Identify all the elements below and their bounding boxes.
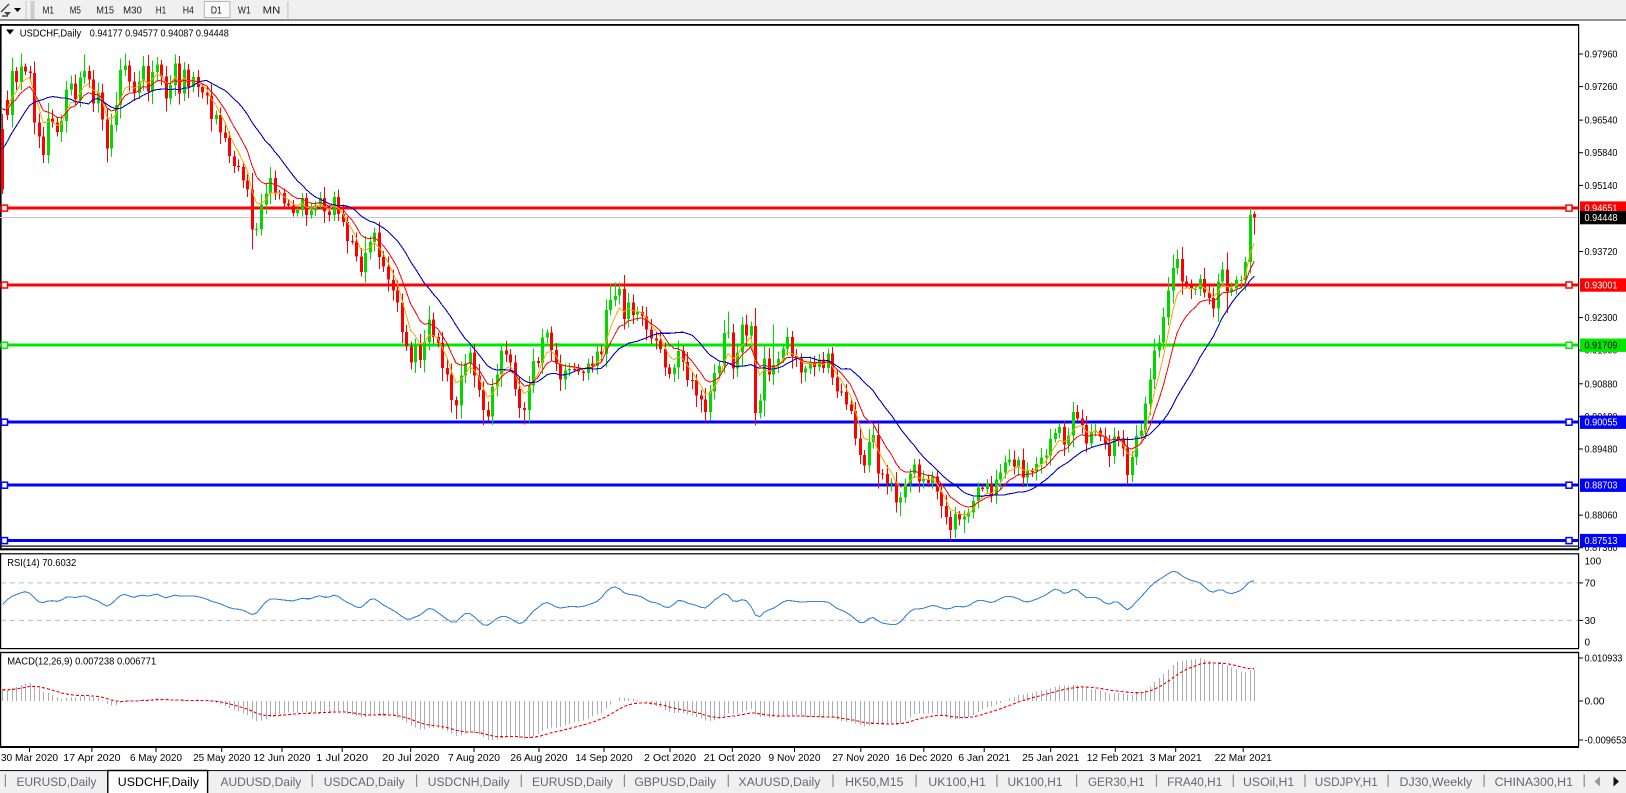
svg-text:UK100,H1: UK100,H1: [1008, 775, 1063, 789]
svg-text:HK50,M15: HK50,M15: [845, 775, 903, 789]
svg-text:USDCHF,Daily: USDCHF,Daily: [118, 775, 200, 789]
svg-text:0.90880: 0.90880: [1585, 379, 1618, 390]
svg-text:0.94651: 0.94651: [1585, 204, 1618, 215]
svg-text:0: 0: [1585, 637, 1591, 648]
svg-text:M30: M30: [123, 5, 142, 17]
svg-text:0.97960: 0.97960: [1585, 50, 1618, 61]
svg-text:-0.009653: -0.009653: [1585, 736, 1626, 747]
svg-text:12 Jun 2020: 12 Jun 2020: [253, 752, 310, 764]
svg-text:USDCAD,Daily: USDCAD,Daily: [324, 775, 406, 789]
svg-text:0.95140: 0.95140: [1585, 181, 1618, 192]
svg-text:22 Mar 2021: 22 Mar 2021: [1215, 752, 1272, 764]
svg-text:14 Sep 2020: 14 Sep 2020: [575, 752, 632, 764]
svg-text:27 Nov 2020: 27 Nov 2020: [832, 752, 889, 764]
svg-text:0.91709: 0.91709: [1585, 341, 1618, 352]
svg-text:6 May 2020: 6 May 2020: [130, 752, 182, 764]
svg-text:M1: M1: [42, 5, 54, 17]
svg-text:AUDUSD,Daily: AUDUSD,Daily: [220, 775, 302, 789]
svg-text:25 May 2020: 25 May 2020: [193, 752, 250, 764]
svg-text:0.010933: 0.010933: [1585, 654, 1623, 665]
svg-text:EURUSD,Daily: EURUSD,Daily: [532, 775, 614, 789]
svg-text:0.93720: 0.93720: [1585, 247, 1618, 258]
svg-text:0.96540: 0.96540: [1585, 116, 1618, 127]
svg-text:H4: H4: [183, 5, 194, 17]
svg-text:0.87360: 0.87360: [1585, 543, 1618, 554]
svg-text:CHINA300,H1: CHINA300,H1: [1495, 775, 1574, 789]
svg-text:30: 30: [1585, 616, 1597, 627]
svg-text:25 Jan 2021: 25 Jan 2021: [1022, 752, 1079, 764]
svg-text:MN: MN: [263, 5, 281, 17]
svg-text:0.00: 0.00: [1585, 697, 1605, 708]
svg-text:RSI(14) 70.6032: RSI(14) 70.6032: [7, 558, 76, 569]
svg-text:USDJPY,H1: USDJPY,H1: [1315, 775, 1378, 789]
svg-text:H1: H1: [156, 5, 167, 17]
svg-text:30 Mar 2020: 30 Mar 2020: [1, 752, 58, 764]
svg-text:20 Jul 2020: 20 Jul 2020: [382, 752, 439, 764]
svg-text:W1: W1: [238, 5, 251, 17]
svg-text:26 Aug 2020: 26 Aug 2020: [510, 752, 567, 764]
svg-text:USOil,H1: USOil,H1: [1243, 775, 1294, 789]
svg-text:0.87513: 0.87513: [1585, 536, 1618, 547]
svg-text:0.88703: 0.88703: [1585, 481, 1618, 492]
svg-text:USDCNH,Daily: USDCNH,Daily: [428, 775, 511, 789]
svg-text:0.88060: 0.88060: [1585, 511, 1618, 522]
svg-text:0.97260: 0.97260: [1585, 82, 1618, 93]
svg-text:FRA40,H1: FRA40,H1: [1167, 775, 1222, 789]
svg-text:0.89480: 0.89480: [1585, 444, 1618, 455]
svg-text:1 Jul 2020: 1 Jul 2020: [316, 752, 368, 764]
svg-text:GBPUSD,Daily: GBPUSD,Daily: [634, 775, 717, 789]
svg-text:12 Feb 2021: 12 Feb 2021: [1087, 752, 1144, 764]
svg-text:17 Apr 2020: 17 Apr 2020: [63, 752, 120, 764]
svg-text:M5: M5: [70, 5, 81, 17]
svg-text:XAUUSD,Daily: XAUUSD,Daily: [738, 775, 821, 789]
svg-text:0.95840: 0.95840: [1585, 148, 1618, 159]
svg-text:D1: D1: [211, 5, 222, 17]
svg-text:9 Nov 2020: 9 Nov 2020: [769, 752, 821, 764]
svg-text:0.94177 0.94577 0.94087 0.9444: 0.94177 0.94577 0.94087 0.94448: [90, 28, 229, 40]
svg-text:0.90055: 0.90055: [1585, 418, 1618, 429]
svg-text:2 Oct 2020: 2 Oct 2020: [644, 752, 696, 764]
svg-text:16 Dec 2020: 16 Dec 2020: [895, 752, 952, 764]
svg-text:EURUSD,Daily: EURUSD,Daily: [17, 775, 98, 789]
svg-text:0.94448: 0.94448: [1585, 213, 1618, 224]
svg-text:0.92300: 0.92300: [1585, 313, 1618, 324]
svg-text:MACD(12,26,9) 0.007238 0.00677: MACD(12,26,9) 0.007238 0.006771: [7, 657, 156, 668]
svg-text:M15: M15: [96, 5, 114, 17]
svg-text:6 Jan 2021: 6 Jan 2021: [958, 752, 1010, 764]
svg-text:UK100,H1: UK100,H1: [928, 775, 986, 789]
svg-text:7 Aug 2020: 7 Aug 2020: [448, 752, 500, 764]
svg-text:21 Oct 2020: 21 Oct 2020: [704, 752, 761, 764]
svg-text:USDCHF,Daily: USDCHF,Daily: [20, 28, 82, 40]
svg-text:0.93001: 0.93001: [1585, 280, 1618, 291]
svg-text:GER30,H1: GER30,H1: [1088, 775, 1145, 789]
svg-text:70: 70: [1585, 579, 1597, 590]
svg-text:100: 100: [1585, 557, 1602, 568]
svg-text:3 Mar 2021: 3 Mar 2021: [1150, 752, 1202, 764]
svg-text:DJ30,Weekly: DJ30,Weekly: [1400, 775, 1474, 789]
